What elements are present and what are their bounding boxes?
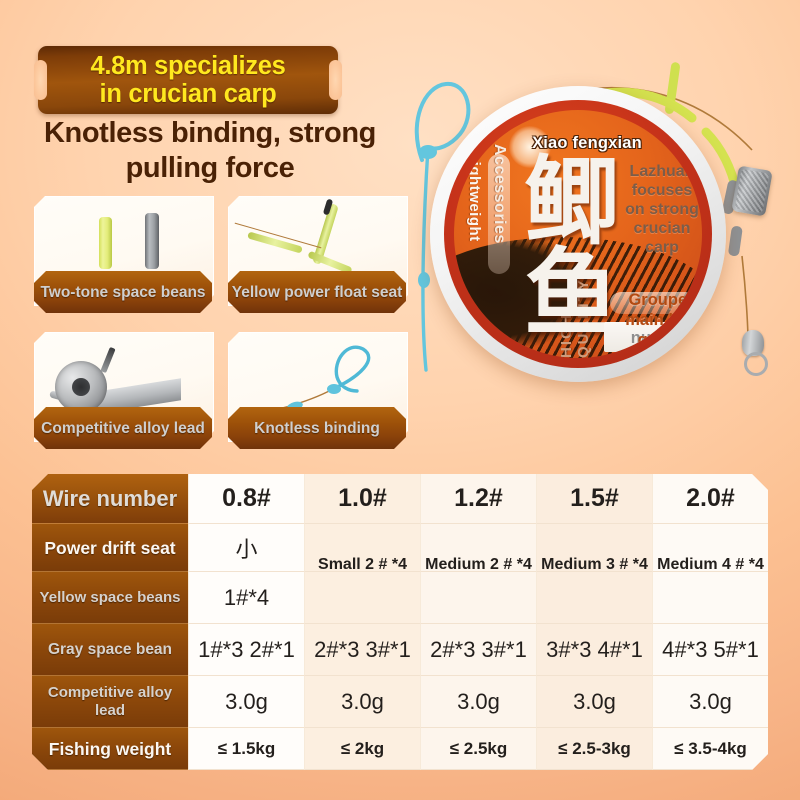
cell-drift-2: Medium 2 # *4: [425, 555, 532, 573]
cell-gray-1: 2#*3 3#*1: [304, 624, 420, 676]
brand-name: Xiao fengxian: [532, 134, 642, 152]
cell-weight-2: ≤ 2.5kg: [420, 728, 536, 770]
table-row: Fishing weight ≤ 1.5kg ≤ 2kg ≤ 2.5kg ≤ 2…: [32, 728, 768, 770]
cell-alloy-1: 3.0g: [304, 676, 420, 728]
cell-yellow-0: 1#*4: [188, 572, 304, 624]
row-label-yellow-space-beans: Yellow space beans: [32, 572, 188, 624]
subtitle-line-1: Knotless binding, strong: [44, 117, 376, 149]
cell-drift-1: Small 2 # *4: [318, 555, 407, 573]
yellow-float-seat-icon: [665, 62, 680, 114]
cell-alloy-3: 3.0g: [536, 676, 652, 728]
cell-yellow-2: [420, 572, 536, 624]
cell-yellow-4: [652, 572, 768, 624]
cell-yellow-1: [304, 572, 420, 624]
swivel-icon: [742, 330, 764, 356]
ribbon-line-2: in crucian carp: [99, 80, 277, 108]
line-spool-product: Xiao fengxian Lightweight Accessories HI…: [430, 86, 726, 382]
gray-space-bean-icon: [145, 213, 159, 269]
row-label-fishing-weight: Fishing weight: [32, 728, 188, 770]
cell-weight-3: ≤ 2.5-3kg: [536, 728, 652, 770]
alloy-lead-weight-icon: [731, 165, 773, 217]
feature-card-label-float-seat: Yellow power float seat: [228, 271, 406, 313]
hanzi-logo: 鲫鱼: [524, 145, 620, 350]
cell-weight-4: ≤ 3.5-4kg: [652, 728, 768, 770]
feature-card-label-knotless-binding: Knotless binding: [228, 407, 406, 449]
swivel-ring-icon: [744, 352, 768, 376]
subtitle: Knotless binding, strong pulling force: [0, 116, 420, 186]
cell-drift-0: 小: [188, 524, 304, 572]
spec-table: Wire number 0.8# 1.0# 1.2# 1.5# 2.0# Pow…: [32, 474, 768, 770]
cell-drift-4: Medium 4 # *4: [657, 555, 764, 573]
group-pill: [610, 292, 696, 314]
accessories-pill: [488, 154, 510, 274]
cell-gray-2: 2#*3 3#*1: [420, 624, 536, 676]
subtitle-line-2: pulling force: [125, 152, 295, 184]
cyan-stopper-icon: [419, 145, 437, 159]
cell-weight-0: ≤ 1.5kg: [188, 728, 304, 770]
accessories-vertical-text: Accessories: [491, 144, 508, 244]
grouper-group-text: Grouper main line group: [625, 291, 697, 349]
cell-gray-3: 3#*3 4#*1: [536, 624, 652, 676]
row-label-gray-space-bean: Gray space bean: [32, 624, 188, 676]
cell-yellow-3: [536, 572, 652, 624]
table-row: Competitive alloy lead 3.0g 3.0g 3.0g 3.…: [32, 676, 768, 728]
table-row: Gray space bean 1#*3 2#*1 2#*3 3#*1 2#*3…: [32, 624, 768, 676]
table-row: Yellow space beans 1#*4: [32, 572, 768, 624]
cell-gray-0: 1#*3 2#*1: [188, 624, 304, 676]
cell-alloy-0: 3.0g: [188, 676, 304, 728]
column-header-2: 1.2#: [420, 474, 536, 524]
row-label-competitive-alloy-lead: Competitive alloy lead: [32, 676, 188, 728]
spool-label-face: Xiao fengxian Lightweight Accessories HI…: [454, 110, 702, 358]
table-header-row: Wire number 0.8# 1.0# 1.2# 1.5# 2.0#: [32, 474, 768, 524]
cable-length-text: Cable length 4.8m: [614, 356, 702, 358]
column-header-4: 2.0#: [652, 474, 768, 524]
number-text: number: [630, 329, 692, 347]
cell-weight-1: ≤ 2kg: [304, 728, 420, 770]
row-label-power-drift-seat: Power drift seat: [32, 524, 188, 572]
column-header-3: 1.5#: [536, 474, 652, 524]
lightweight-vertical-text: Lightweight: [466, 152, 483, 242]
feature-card-label-alloy-lead: Competitive alloy lead: [34, 407, 212, 449]
table-corner-header: Wire number: [32, 474, 188, 524]
column-header-0: 0.8#: [188, 474, 304, 524]
feature-card-label-space-beans: Two-tone space beans: [34, 271, 212, 313]
headline-ribbon: 4.8m specializes in crucian carp: [34, 46, 342, 114]
yellow-space-bean-icon: [99, 217, 112, 269]
column-header-1: 1.0#: [304, 474, 420, 524]
headline-ribbon-text: 4.8m specializes in crucian carp: [90, 52, 285, 108]
label-highlight: [509, 126, 551, 168]
alloy-lead-icon: [47, 345, 197, 425]
number-white-box: [604, 322, 672, 352]
tagline-text: Lazhuan focuses on strong crucian carp: [625, 163, 699, 256]
cell-alloy-4: 3.0g: [652, 676, 768, 728]
ribbon-line-1: 4.8m specializes: [90, 52, 286, 80]
cell-gray-4: 4#*3 5#*1: [652, 624, 768, 676]
cell-drift-3: Medium 3 # *4: [541, 555, 648, 573]
table-row: Power drift seat 小 Small 2 # *4 Medium 2…: [32, 524, 768, 572]
cell-alloy-2: 3.0g: [420, 676, 536, 728]
